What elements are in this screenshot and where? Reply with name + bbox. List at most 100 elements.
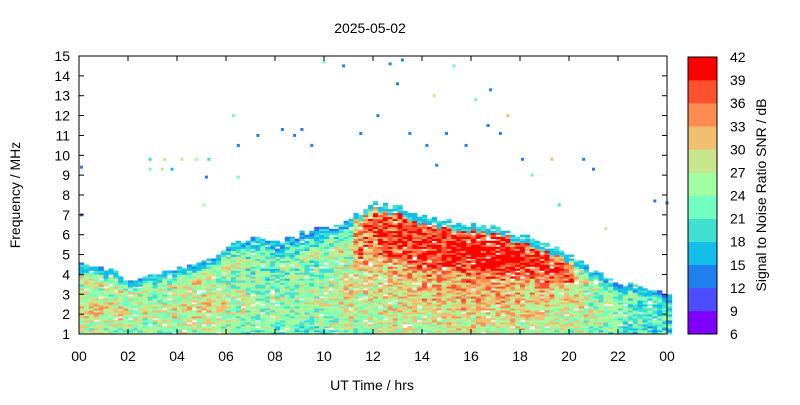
heatmap-cell (338, 324, 344, 327)
heatmap-cell (456, 272, 462, 275)
heatmap-cell (108, 292, 114, 295)
heatmap-cell (417, 222, 423, 226)
heatmap-cell (284, 286, 290, 289)
heatmap-cell (510, 314, 516, 317)
heatmap-cell (123, 282, 129, 285)
heatmap-cell (515, 244, 521, 247)
heatmap-cell (294, 248, 300, 251)
heatmap-cell (226, 284, 232, 287)
heatmap-cell (490, 312, 496, 315)
heatmap-cell (373, 314, 379, 317)
heatmap-cell (485, 248, 491, 251)
heatmap-cell (549, 322, 555, 325)
heatmap-cell (353, 262, 359, 265)
heatmap-cell (157, 274, 163, 277)
heatmap-cell (402, 306, 408, 309)
heatmap-cell (495, 268, 501, 271)
heatmap-cell (314, 330, 320, 333)
heatmap-cell (397, 258, 403, 261)
heatmap-cell (569, 310, 575, 313)
heatmap-cell (250, 290, 256, 293)
heatmap-cell (632, 306, 638, 309)
heatmap-cell (245, 274, 251, 277)
heatmap-cell (348, 230, 354, 233)
heatmap-cell (441, 328, 447, 331)
heatmap-cell (304, 300, 310, 303)
heatmap-cell (255, 276, 261, 279)
heatmap-cell (235, 280, 241, 283)
heatmap-cell (162, 310, 168, 313)
heatmap-cell (559, 278, 565, 281)
heatmap-cell (417, 278, 423, 281)
heatmap-cell (270, 278, 276, 281)
heatmap-cell (466, 246, 472, 249)
heatmap-cell (172, 322, 178, 325)
heatmap-cell (392, 278, 398, 281)
heatmap-cell (191, 316, 197, 319)
heatmap-cell (392, 320, 398, 323)
heatmap-cell (642, 296, 648, 299)
heatmap-cell (422, 224, 428, 228)
heatmap-cell (230, 274, 237, 277)
heatmap-cell (490, 282, 496, 285)
heatmap-cell (632, 326, 638, 329)
heatmap-cell (377, 252, 384, 255)
heatmap-cell (108, 316, 114, 319)
heatmap-cell (475, 248, 482, 251)
heatmap-cell (431, 238, 437, 241)
heatmap-cell (368, 310, 374, 313)
heatmap-cell (422, 274, 428, 277)
heatmap-cell (407, 272, 413, 275)
heatmap-cell (402, 272, 408, 275)
heatmap-cell (226, 292, 232, 295)
heatmap-cell (177, 304, 183, 307)
heatmap-cell (98, 322, 104, 325)
heatmap-cell (265, 254, 271, 257)
heatmap-cell (328, 244, 335, 247)
heatmap-cell (103, 290, 109, 293)
heatmap-cell (573, 316, 580, 319)
heatmap-cell (284, 320, 290, 323)
heatmap-cell (549, 292, 555, 295)
heatmap-cell (118, 278, 124, 281)
heatmap-cell (108, 318, 114, 321)
heatmap-cell (608, 278, 614, 281)
heatmap-cell (211, 306, 217, 309)
heatmap-cell (167, 280, 173, 283)
heatmap-cell (245, 330, 251, 333)
heatmap-cell (426, 326, 433, 329)
heatmap-cell (123, 330, 129, 333)
heatmap-cell (515, 296, 521, 299)
heatmap-cell (348, 294, 354, 297)
heatmap-cell (250, 332, 256, 335)
heatmap-cell (152, 322, 158, 325)
heatmap-cell (221, 252, 227, 255)
heatmap-cell (270, 328, 276, 331)
heatmap-cell (196, 306, 202, 309)
heatmap-cell (588, 274, 594, 277)
heatmap-cell (627, 306, 633, 309)
heatmap-cell (230, 324, 237, 327)
heatmap-cell (392, 228, 398, 232)
heatmap-cell (216, 318, 222, 321)
heatmap-cell (578, 270, 584, 273)
heatmap-cell (412, 244, 418, 247)
heatmap-cell (226, 304, 232, 307)
heatmap-cell (353, 260, 359, 263)
heatmap-cell (485, 324, 491, 327)
heatmap-cell (152, 330, 158, 333)
heatmap-cell (260, 314, 266, 317)
heatmap-cell (495, 250, 501, 253)
heatmap-cell (260, 296, 266, 299)
heatmap-cell (211, 330, 217, 333)
heatmap-cell (270, 314, 276, 317)
heatmap-cell (647, 290, 653, 293)
heatmap-cell (485, 246, 491, 249)
heatmap-cell (128, 314, 134, 317)
heatmap-cell (260, 274, 266, 277)
heatmap-cell (505, 264, 511, 267)
heatmap-cell (343, 304, 349, 307)
heatmap-cell (343, 222, 349, 226)
heatmap-cell (392, 324, 398, 327)
heatmap-cell (475, 310, 482, 313)
